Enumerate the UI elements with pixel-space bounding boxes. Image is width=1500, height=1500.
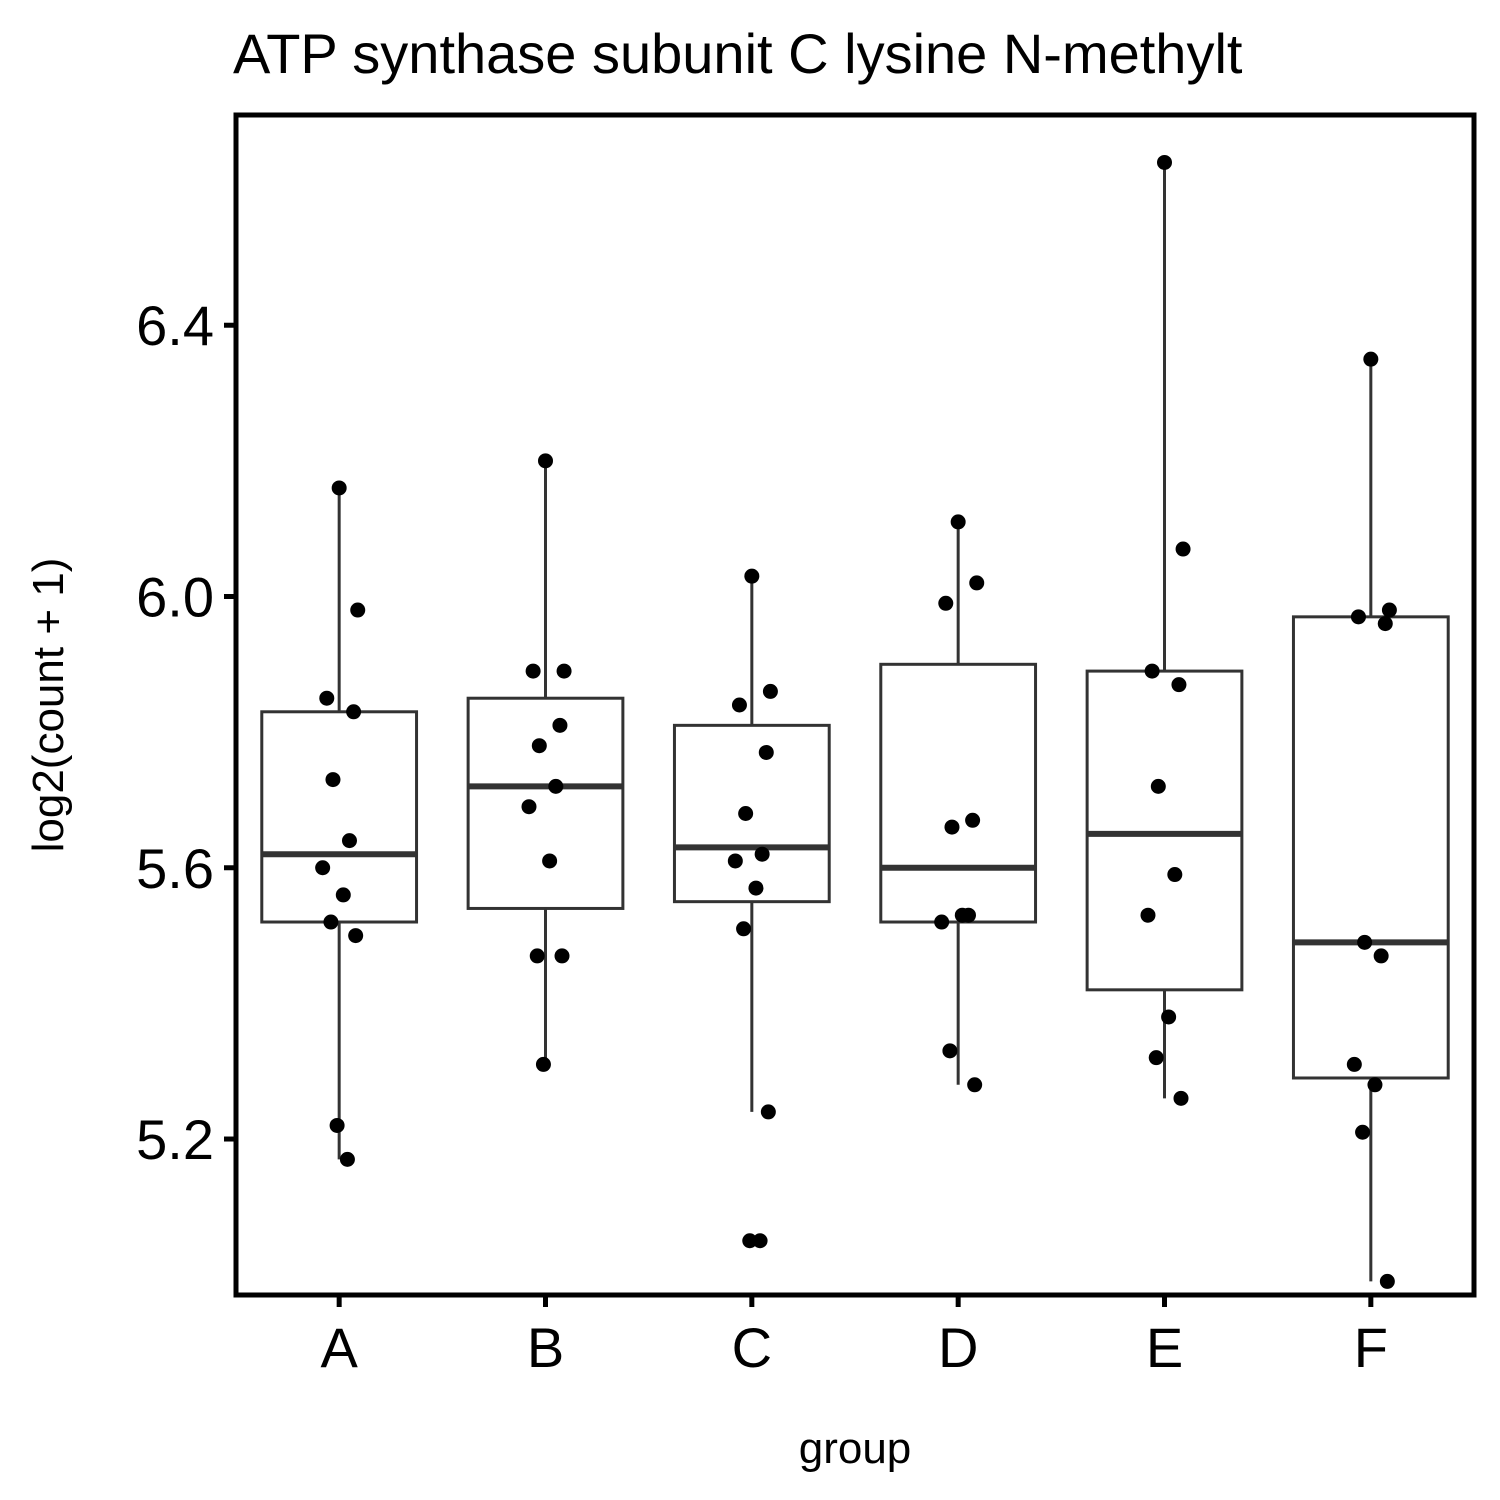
x-tick-label: A [320,1316,358,1379]
data-point-B [521,799,537,815]
data-point-B [529,948,545,964]
box-body [1291,615,1450,1080]
box-body [260,710,419,924]
box-body [1085,669,1244,992]
data-point-B [538,453,553,469]
plot-frame [233,112,1477,1298]
data-point-A [329,1117,345,1133]
data-point-F [1363,351,1379,367]
data-point-D [969,575,985,591]
data-point-B [535,1056,551,1072]
data-point-B [552,717,568,733]
data-point-E [1161,1009,1177,1025]
x-tick-label: E [1146,1316,1183,1379]
data-point-A [319,690,335,706]
data-point-A [315,860,331,876]
data-point-E [1144,663,1160,679]
data-point-F [1373,948,1389,964]
data-point-D [967,1077,983,1093]
data-point-E [1171,677,1187,693]
box-F [1291,359,1450,1282]
data-point-A [341,833,357,849]
y-axis-label: log2(count + 1) [24,558,73,853]
data-point-D [954,907,970,923]
x-tick-label: F [1354,1316,1388,1379]
points-layer [315,154,1397,1289]
box-D [879,521,1038,1085]
data-point-B [554,948,570,964]
data-point-F [1346,1056,1362,1072]
data-point-B [548,778,564,794]
data-point-A [350,602,366,618]
y-tick-label: 5.6 [136,837,214,900]
data-point-A [348,928,364,944]
data-point-D [938,595,954,611]
y-tick-label: 6.4 [136,294,214,357]
data-point-C [762,683,778,699]
data-point-F [1367,1077,1383,1093]
data-point-C [738,806,754,822]
data-point-C [748,880,764,896]
box-body [879,662,1038,924]
box-body [466,696,625,910]
x-tick-label: C [732,1316,772,1379]
data-point-B [531,738,547,754]
data-point-E [1173,1090,1189,1106]
data-point-D [934,914,950,930]
data-point-C [752,1233,768,1249]
x-axis-label: group [799,1424,912,1473]
data-point-D [942,1043,958,1059]
data-point-C [754,846,770,862]
data-point-D [965,812,981,828]
data-point-A [346,704,362,720]
boxes-layer [260,162,1450,1282]
data-point-C [731,697,747,713]
data-point-C [744,568,760,584]
data-point-A [331,480,347,496]
data-point-C [727,853,743,869]
data-point-F [1377,616,1393,632]
data-point-C [736,921,752,937]
data-point-F [1355,1124,1371,1140]
data-point-D [944,819,960,835]
data-point-A [335,887,351,903]
data-point-E [1148,1050,1164,1066]
data-point-A [339,1151,355,1167]
data-point-D [950,514,966,530]
data-point-C [758,744,774,760]
x-tick-label: D [938,1316,978,1379]
box-B [466,460,625,1065]
data-point-C [742,1233,758,1249]
x-axis: A B C D E F [320,1295,1388,1379]
data-point-F [1350,609,1366,625]
data-point-A [323,914,339,930]
data-point-F [1381,602,1397,618]
data-point-B [542,853,558,869]
data-point-E [1175,541,1191,557]
data-point-C [760,1104,776,1120]
y-tick-label: 5.2 [136,1108,214,1171]
chart-title: ATP synthase subunit C lysine N-methylt [233,22,1243,85]
data-point-B [556,663,572,679]
x-tick-label: B [527,1316,564,1379]
data-point-B [525,663,541,679]
data-point-E [1167,867,1183,883]
box-C [672,576,831,1112]
y-axis: 5.2 5.6 6.0 6.4 [136,294,236,1171]
data-point-F [1357,934,1373,950]
data-point-E [1140,907,1156,923]
box-E [1085,162,1244,1099]
data-point-E [1150,778,1166,794]
data-point-F [1379,1273,1395,1289]
box-A [260,487,419,1160]
data-point-A [325,772,341,788]
y-tick-label: 6.0 [136,565,214,628]
data-point-E [1157,154,1172,170]
